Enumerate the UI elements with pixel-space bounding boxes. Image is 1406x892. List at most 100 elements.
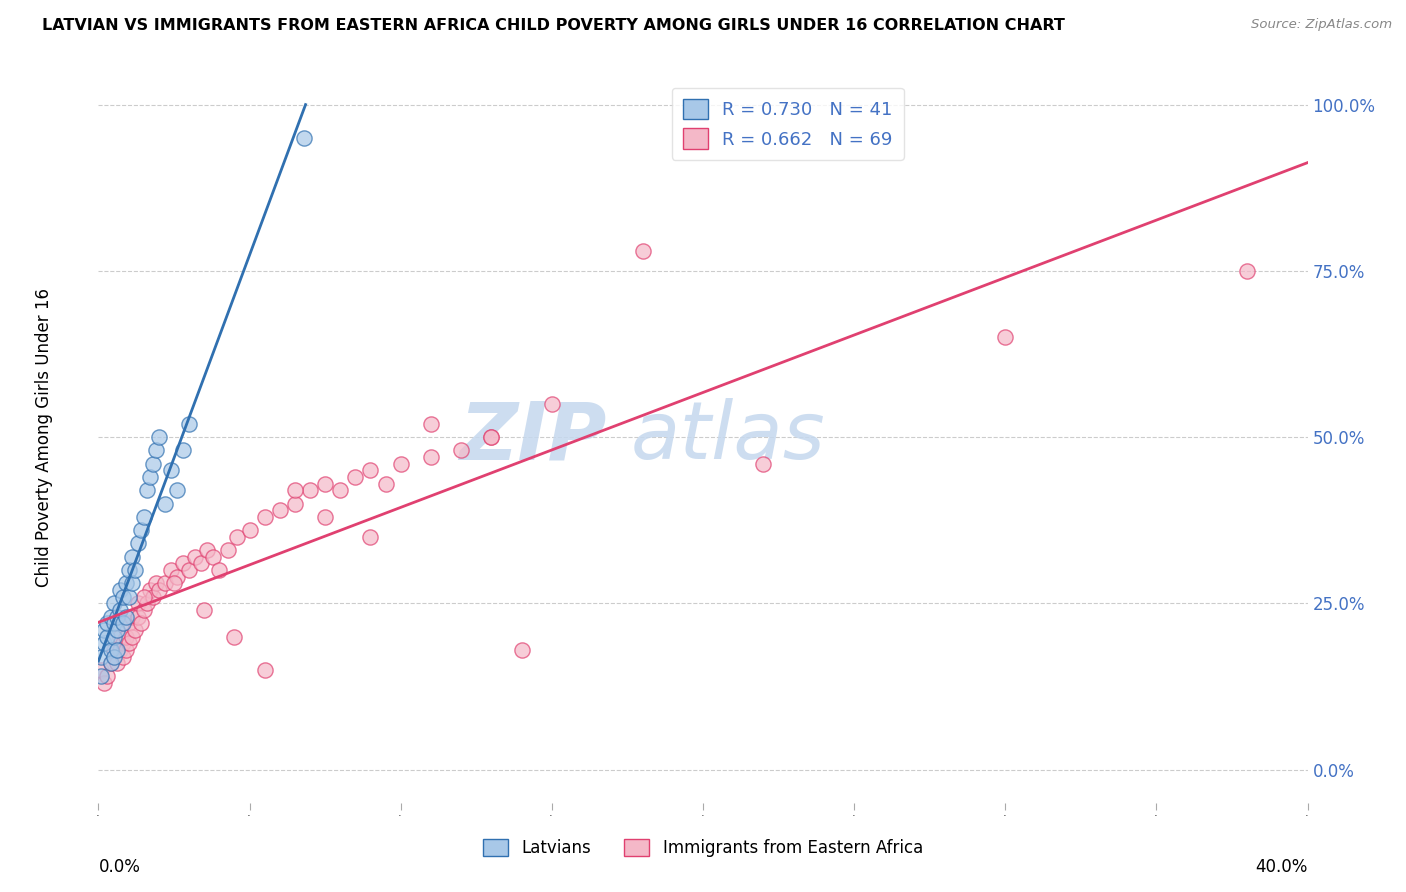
Point — [139, 582, 162, 597]
Point — [145, 576, 167, 591]
Point — [314, 476, 336, 491]
Point — [103, 616, 125, 631]
Point — [103, 630, 125, 644]
Point — [163, 576, 186, 591]
Text: 40.0%: 40.0% — [1256, 858, 1308, 876]
Point — [284, 483, 307, 498]
Point — [360, 463, 382, 477]
Point — [108, 603, 131, 617]
Point — [226, 530, 249, 544]
Point — [224, 630, 246, 644]
Text: 0.0%: 0.0% — [98, 858, 141, 876]
Point — [145, 443, 167, 458]
Point — [166, 483, 188, 498]
Point — [96, 669, 118, 683]
Point — [114, 643, 136, 657]
Point — [132, 590, 155, 604]
Text: Child Poverty Among Girls Under 16: Child Poverty Among Girls Under 16 — [35, 287, 53, 587]
Point — [269, 503, 291, 517]
Point — [118, 636, 141, 650]
Point — [90, 669, 112, 683]
Point — [148, 430, 170, 444]
Point — [153, 497, 176, 511]
Point — [374, 476, 396, 491]
Point — [179, 563, 201, 577]
Text: LATVIAN VS IMMIGRANTS FROM EASTERN AFRICA CHILD POVERTY AMONG GIRLS UNDER 16 COR: LATVIAN VS IMMIGRANTS FROM EASTERN AFRIC… — [42, 18, 1066, 33]
Point — [450, 443, 472, 458]
Text: Source: ZipAtlas.com: Source: ZipAtlas.com — [1251, 18, 1392, 31]
Point — [90, 663, 112, 677]
Point — [202, 549, 225, 564]
Point — [420, 417, 443, 431]
Point — [108, 582, 131, 597]
Point — [190, 557, 212, 571]
Point — [135, 483, 157, 498]
Point — [142, 590, 165, 604]
Point — [93, 623, 115, 637]
Point — [481, 430, 503, 444]
Point — [510, 643, 533, 657]
Point — [93, 636, 115, 650]
Point — [142, 457, 165, 471]
Point — [105, 656, 128, 670]
Point — [100, 609, 122, 624]
Point — [108, 643, 131, 657]
Point — [118, 616, 141, 631]
Point — [420, 450, 443, 464]
Point — [124, 563, 146, 577]
Point — [96, 630, 118, 644]
Point — [100, 656, 122, 670]
Point — [121, 576, 143, 591]
Point — [129, 523, 152, 537]
Point — [160, 563, 183, 577]
Point — [299, 483, 322, 498]
Text: atlas: atlas — [630, 398, 825, 476]
Point — [100, 656, 122, 670]
Point — [329, 483, 352, 498]
Point — [121, 609, 143, 624]
Point — [195, 543, 218, 558]
Point — [166, 570, 188, 584]
Point — [118, 590, 141, 604]
Point — [96, 616, 118, 631]
Point — [127, 609, 149, 624]
Point — [103, 649, 125, 664]
Point — [111, 636, 134, 650]
Legend: R = 0.730   N = 41, R = 0.662   N = 69: R = 0.730 N = 41, R = 0.662 N = 69 — [672, 87, 904, 160]
Point — [127, 596, 149, 610]
Point — [132, 603, 155, 617]
Point — [994, 330, 1017, 344]
Point — [90, 649, 112, 664]
Point — [135, 596, 157, 610]
Point — [114, 576, 136, 591]
Point — [172, 443, 194, 458]
Point — [114, 630, 136, 644]
Point — [360, 530, 382, 544]
Point — [208, 563, 231, 577]
Point — [540, 397, 562, 411]
Point — [111, 649, 134, 664]
Point — [292, 131, 315, 145]
Point — [93, 676, 115, 690]
Point — [172, 557, 194, 571]
Point — [132, 509, 155, 524]
Point — [481, 430, 503, 444]
Point — [253, 509, 276, 524]
Point — [103, 643, 125, 657]
Point — [193, 603, 215, 617]
Point — [631, 244, 654, 258]
Point — [1236, 264, 1258, 278]
Point — [752, 457, 775, 471]
Point — [217, 543, 239, 558]
Point — [127, 536, 149, 550]
Point — [184, 549, 207, 564]
Point — [153, 576, 176, 591]
Point — [139, 470, 162, 484]
Point — [105, 623, 128, 637]
Point — [114, 609, 136, 624]
Point — [121, 630, 143, 644]
Point — [105, 609, 128, 624]
Point — [344, 470, 367, 484]
Point — [253, 663, 276, 677]
Point — [103, 596, 125, 610]
